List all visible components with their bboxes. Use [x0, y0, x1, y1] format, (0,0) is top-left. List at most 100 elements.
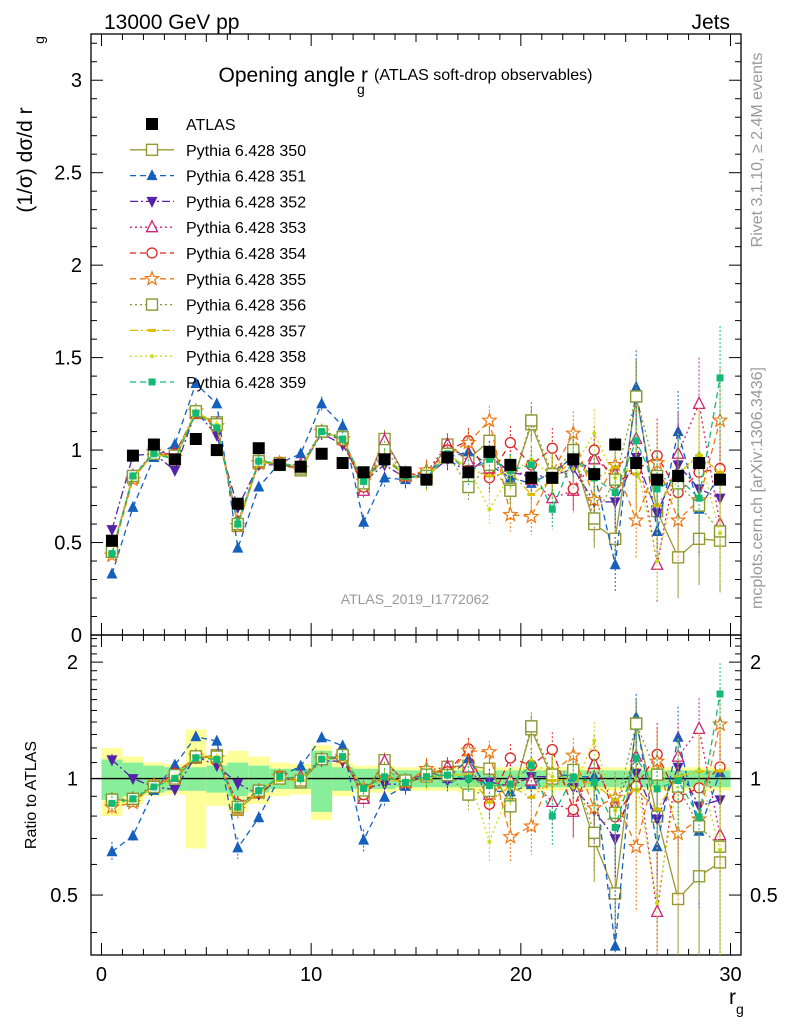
data-point: [169, 465, 181, 477]
x-axis-label-sub: g: [736, 1001, 744, 1017]
data-point: [609, 558, 621, 570]
y-axis-sub-group: g: [31, 36, 47, 44]
title-sub: g: [357, 81, 365, 97]
header-left: 13000 GeV pp: [104, 11, 239, 34]
x-tick-label: 30: [719, 964, 741, 986]
data-point: [592, 431, 597, 436]
data-point: [546, 442, 558, 454]
data-point: [460, 741, 477, 758]
data-point: [632, 754, 640, 762]
data-point: [129, 472, 137, 480]
data-point: [379, 471, 391, 483]
data-point: [360, 784, 368, 792]
series-line: [111, 396, 721, 552]
data-point: [590, 778, 598, 786]
data-point: [567, 803, 579, 816]
rivet-label: Rivet 3.1.10, ≥ 2.4M events: [749, 53, 766, 248]
data-point: [127, 500, 139, 512]
legend-label: Pythia 6.428 350: [186, 143, 306, 160]
data-point: [145, 298, 159, 311]
data-point: [588, 826, 601, 840]
data-point: [502, 506, 519, 522]
x-tick-label: 20: [510, 964, 532, 986]
data-point: [718, 847, 723, 852]
data-point: [192, 754, 200, 762]
legend-label: Pythia 6.428 355: [186, 272, 306, 289]
band-inner: [101, 759, 123, 801]
data-point: [171, 775, 179, 783]
data-point: [653, 485, 661, 493]
data-point: [150, 783, 158, 791]
data-point: [569, 773, 577, 781]
data-point: [357, 466, 370, 479]
data-point: [627, 511, 645, 528]
data-point: [648, 454, 666, 471]
data-point: [483, 445, 496, 458]
data-point: [146, 169, 158, 181]
data-point: [422, 773, 430, 781]
data-point: [150, 450, 158, 458]
data-point: [653, 807, 662, 811]
data-point: [655, 901, 660, 906]
analysis-id: ATLAS_2019_I1772062: [341, 591, 490, 607]
y-tick-label: 2: [71, 255, 82, 277]
data-point: [255, 457, 263, 465]
data-point: [273, 458, 286, 471]
data-point: [255, 787, 263, 795]
data-point: [630, 457, 643, 470]
data-point: [525, 414, 538, 427]
data-point: [462, 788, 475, 801]
ratio-axis-label: Ratio to ATLAS: [23, 741, 40, 849]
data-point: [523, 507, 540, 524]
data-point: [106, 845, 118, 857]
data-point: [295, 759, 307, 771]
axis-ticks: 0 10 20 30 0 0.5 1 1.5 2 2.5 3 0.5 0.5 1 1 2 2: [50, 34, 778, 986]
data-point: [650, 768, 664, 781]
data-point: [550, 774, 555, 779]
data-point: [592, 738, 597, 743]
data-point: [443, 771, 451, 779]
series-ratio: [108, 663, 724, 887]
data-point: [485, 455, 493, 463]
data-point: [693, 457, 706, 470]
data-point: [716, 470, 725, 474]
data-point: [487, 839, 492, 844]
data-point: [232, 778, 244, 790]
rivet-label-group: Rivet 3.1.10, ≥ 2.4M events: [749, 53, 766, 248]
data-point: [527, 761, 535, 769]
data-point: [297, 775, 305, 783]
data-point: [609, 939, 621, 951]
data-point: [567, 483, 579, 495]
data-point: [108, 799, 116, 807]
y-tick-label: 1: [71, 440, 82, 462]
data-point: [108, 550, 116, 558]
legend-label: Pythia 6.428 354: [186, 246, 306, 263]
data-point: [548, 505, 556, 513]
data-point: [716, 690, 724, 698]
data-point: [674, 777, 682, 785]
data-point: [127, 774, 139, 786]
data-point: [485, 782, 493, 790]
data-point: [168, 453, 181, 466]
data-point: [462, 480, 475, 494]
data-point: [169, 785, 181, 797]
y-axis-label-group: (1/σ) dσ/d r: [14, 107, 37, 212]
data-point: [672, 469, 685, 482]
data-point: [145, 143, 159, 157]
ratio-tick-label-right: 2: [750, 652, 761, 674]
x-axis-label: r: [729, 986, 736, 1009]
data-point: [716, 769, 725, 773]
data-point: [190, 730, 202, 742]
legend: ATLAS Pythia 6.428 350 Pythia 6.428 351 Pyt…: [130, 117, 306, 392]
data-point: [315, 447, 328, 460]
data-point: [106, 567, 118, 579]
data-point: [232, 841, 244, 853]
data-point: [169, 758, 181, 770]
ratio-tick-label-right: 1: [750, 769, 761, 791]
y-tick-label: 2.5: [54, 163, 82, 185]
data-point: [253, 480, 265, 492]
data-point: [527, 492, 536, 496]
data-point: [253, 811, 265, 823]
